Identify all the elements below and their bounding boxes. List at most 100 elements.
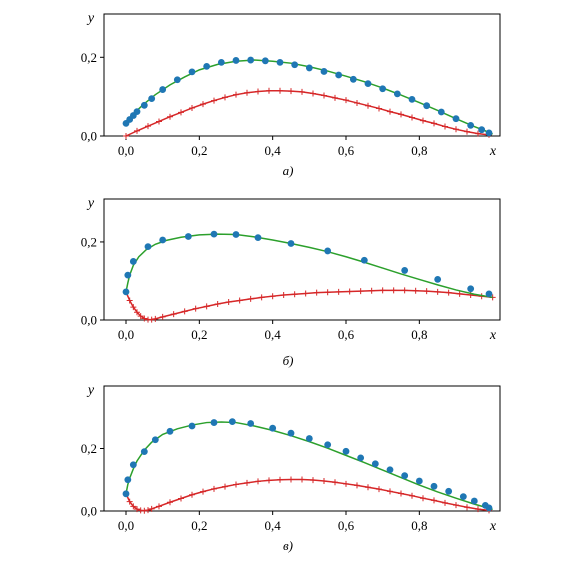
y-axis-label: y bbox=[86, 383, 95, 398]
upper-surface-point bbox=[324, 441, 332, 449]
lower-surface-point bbox=[269, 293, 276, 300]
lower-surface-point bbox=[387, 488, 393, 495]
upper-surface-point bbox=[408, 96, 416, 103]
lower-surface-point bbox=[288, 88, 294, 95]
y-tick-label: 0,0 bbox=[81, 129, 97, 144]
lower-surface-point bbox=[258, 294, 265, 301]
lower-surface-point bbox=[141, 315, 148, 322]
upper-surface-point bbox=[261, 57, 269, 65]
lower-surface-point bbox=[456, 290, 463, 297]
lower-surface-point bbox=[233, 91, 239, 98]
upper-surface-line bbox=[125, 233, 493, 299]
lower-surface-point bbox=[365, 484, 371, 491]
lower-surface-point bbox=[387, 108, 393, 115]
lower-surface-point bbox=[152, 315, 159, 322]
lower-surface-point bbox=[200, 101, 206, 108]
panel-label: а) bbox=[283, 163, 294, 178]
upper-surface-line bbox=[125, 421, 493, 511]
lower-surface-point bbox=[130, 304, 137, 311]
lower-surface-point bbox=[398, 111, 404, 118]
lower-surface-point bbox=[332, 479, 338, 486]
upper-surface-point bbox=[364, 80, 372, 88]
lower-surface-point bbox=[409, 492, 415, 499]
upper-surface-point bbox=[184, 233, 192, 240]
upper-surface-point bbox=[203, 62, 211, 70]
lower-surface-point bbox=[134, 506, 140, 513]
lower-surface-point bbox=[335, 288, 342, 295]
x-tick-label: 0,6 bbox=[338, 518, 355, 533]
x-axis-label: x bbox=[489, 519, 497, 534]
lower-surface-point bbox=[420, 117, 426, 124]
lower-surface-point bbox=[211, 485, 217, 492]
panel-label: б) bbox=[283, 353, 294, 368]
lower-surface-point bbox=[167, 499, 173, 506]
lower-surface-point bbox=[376, 105, 382, 112]
plot-frame bbox=[103, 198, 501, 321]
lower-surface-point bbox=[247, 295, 254, 302]
x-tick-label: 0,2 bbox=[191, 143, 207, 158]
x-axis-label: x bbox=[489, 144, 497, 159]
x-tick-label: 0,4 bbox=[265, 143, 282, 158]
lower-surface-point bbox=[189, 105, 195, 112]
upper-surface-point bbox=[467, 121, 475, 129]
upper-surface-point bbox=[324, 247, 332, 255]
upper-surface-point bbox=[210, 419, 218, 426]
lower-surface-point bbox=[313, 289, 320, 296]
panel-label: в) bbox=[283, 538, 293, 553]
lower-surface-point bbox=[181, 308, 188, 315]
upper-surface-point bbox=[485, 129, 493, 137]
upper-surface-point bbox=[232, 57, 240, 64]
lower-surface-point bbox=[310, 477, 316, 484]
lower-surface-line bbox=[125, 89, 490, 137]
lower-surface-point bbox=[398, 490, 404, 497]
lower-surface-point bbox=[244, 479, 250, 486]
lower-surface-point bbox=[299, 476, 305, 483]
y-tick-label: 0,2 bbox=[81, 441, 97, 456]
lower-surface-point bbox=[277, 87, 283, 94]
lower-surface-point bbox=[354, 99, 360, 106]
lower-surface-point bbox=[126, 297, 133, 304]
lower-surface-point bbox=[189, 491, 195, 498]
chart-panel-2: 0,0 0,2 0,4 0,6 0,8 0,0 0,2 x y б) bbox=[81, 196, 501, 368]
upper-surface-point bbox=[228, 418, 236, 426]
upper-surface-point bbox=[188, 68, 196, 76]
upper-surface-point bbox=[357, 454, 365, 462]
upper-surface-point bbox=[478, 126, 486, 134]
lower-surface-point bbox=[376, 486, 382, 493]
upper-surface-point bbox=[166, 427, 174, 435]
lower-surface-point bbox=[412, 287, 419, 294]
upper-surface-point bbox=[393, 90, 401, 98]
lower-surface-point bbox=[266, 87, 272, 94]
lower-surface-point bbox=[321, 478, 327, 484]
lower-surface-point bbox=[236, 297, 243, 304]
lower-surface-point bbox=[464, 128, 470, 135]
upper-surface-point bbox=[124, 271, 132, 279]
upper-surface-point bbox=[140, 101, 148, 109]
lower-surface-point bbox=[431, 120, 437, 127]
lower-surface-point bbox=[475, 130, 481, 137]
lower-surface-point bbox=[332, 94, 338, 101]
x-tick-label: 0,0 bbox=[118, 327, 134, 342]
lower-surface-point bbox=[192, 305, 199, 312]
lower-surface-point bbox=[343, 97, 349, 104]
upper-surface-point bbox=[140, 448, 148, 456]
lower-surface-point bbox=[134, 309, 140, 316]
lower-surface-point bbox=[324, 289, 331, 296]
upper-surface-point bbox=[129, 258, 137, 265]
y-tick-label: 0,0 bbox=[81, 313, 97, 328]
upper-surface-point bbox=[247, 56, 255, 64]
lower-surface-point bbox=[134, 127, 140, 134]
upper-surface-point bbox=[305, 64, 313, 72]
lower-surface-point bbox=[368, 287, 375, 294]
lower-surface-point bbox=[379, 287, 386, 294]
lower-surface-point bbox=[310, 90, 316, 97]
upper-surface-point bbox=[129, 461, 137, 469]
lower-surface-point bbox=[390, 287, 397, 294]
x-tick-label: 0,4 bbox=[265, 327, 282, 342]
upper-surface-point bbox=[349, 75, 357, 83]
lower-surface-point bbox=[445, 289, 452, 296]
lower-surface-point bbox=[203, 303, 210, 310]
lower-surface-point bbox=[434, 288, 441, 295]
lower-surface-point bbox=[222, 483, 228, 490]
